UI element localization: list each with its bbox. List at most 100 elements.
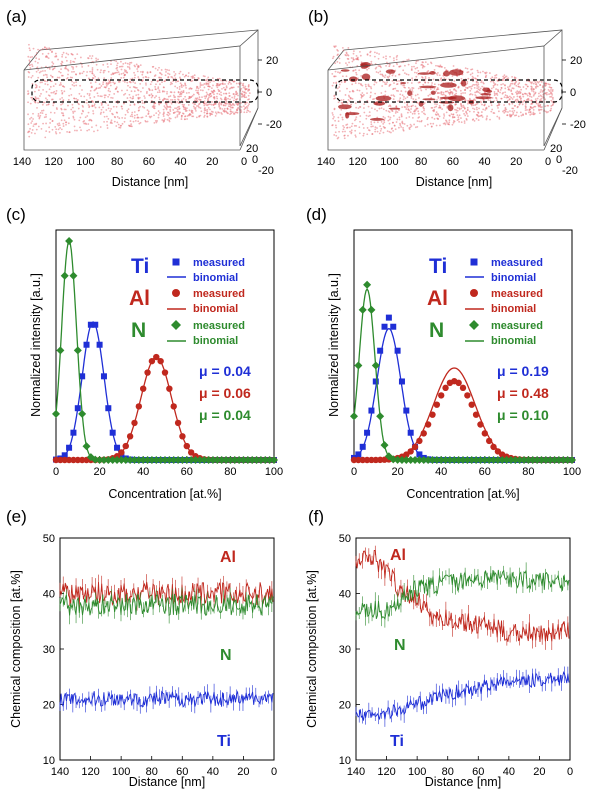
cloud-point (420, 64, 423, 66)
cloud-point (116, 69, 119, 72)
cloud-point (212, 103, 215, 106)
cloud-point (235, 91, 237, 94)
cloud-point (411, 90, 414, 93)
cloud-point (464, 92, 466, 94)
cloud-point (333, 116, 335, 118)
measured-point-n (528, 456, 537, 464)
cloud-point (496, 92, 498, 95)
cloud-point (364, 83, 367, 86)
cloud-point (417, 112, 420, 115)
cloud-point (217, 88, 220, 91)
cloud-point (164, 102, 167, 105)
cloud-point (137, 76, 140, 78)
cloud-point (390, 94, 393, 97)
cloud-point (205, 104, 208, 106)
cloud-point (409, 123, 412, 126)
cloud-point (466, 106, 469, 109)
x-axis-label: Distance [nm] (416, 175, 492, 189)
cloud-point (516, 98, 519, 101)
cloud-point (228, 92, 231, 95)
cloud-point (189, 87, 192, 89)
cloud-point (402, 127, 404, 129)
cloud-point (450, 90, 453, 93)
measured-point-ti (416, 451, 423, 458)
cloud-point (437, 95, 440, 98)
cloud-point (97, 94, 100, 97)
cloud-point (452, 120, 455, 122)
cloud-point (107, 83, 109, 86)
cloud-point (515, 114, 518, 117)
measured-point-n (248, 456, 257, 464)
cloud-point (406, 59, 409, 61)
cloud-point (115, 111, 118, 114)
cloud-point (485, 74, 488, 77)
cloud-point (51, 61, 54, 64)
cloud-point (331, 84, 334, 87)
cloud-point (494, 74, 497, 77)
cloud-point (127, 108, 130, 111)
cloud-point (511, 82, 514, 85)
cloud-point (367, 83, 370, 86)
cloud-point (345, 52, 348, 55)
cluster-blob (349, 76, 358, 83)
cloud-point (178, 85, 181, 88)
cloud-point (28, 43, 30, 46)
cloud-point (69, 76, 72, 79)
cloud-point (72, 110, 74, 113)
cloud-point (456, 114, 459, 117)
cloud-point (46, 80, 49, 83)
cloud-point (403, 86, 406, 89)
cloud-point (431, 116, 434, 119)
x-tick-label: 100 (563, 466, 581, 478)
cloud-point (68, 131, 71, 134)
cloud-point (464, 114, 467, 117)
cloud-point (386, 130, 389, 133)
cloud-point (88, 93, 91, 95)
cloud-point (524, 112, 527, 115)
cloud-point (104, 94, 107, 97)
cloud-point (402, 129, 405, 132)
measured-point-n (191, 456, 200, 464)
cloud-point (28, 47, 31, 50)
cloud-point (84, 116, 87, 119)
cloud-point (513, 96, 515, 98)
cloud-point (373, 83, 376, 86)
cloud-point (131, 125, 133, 128)
cloud-point (154, 74, 157, 77)
cloud-point (155, 112, 158, 115)
cloud-point (509, 84, 512, 87)
cloud-point (379, 125, 382, 128)
cloud-point (166, 92, 168, 95)
x-tick-label: 60 (181, 466, 193, 478)
cloud-point (123, 120, 126, 123)
cloud-point (473, 119, 476, 122)
panel-label-e: (e) (6, 507, 27, 526)
cloud-point (105, 83, 108, 85)
cloud-point (416, 66, 419, 69)
cloud-point (163, 90, 166, 93)
cloud-point (480, 111, 483, 113)
measured-point-n (239, 456, 248, 464)
cloud-point (341, 116, 344, 119)
cloud-point (104, 86, 107, 89)
cloud-point (345, 75, 348, 78)
cloud-point (196, 97, 199, 99)
cloud-point (27, 101, 29, 104)
cloud-point (184, 115, 186, 118)
cloud-point (205, 102, 208, 104)
cloud-point (212, 84, 214, 87)
cloud-point (396, 63, 398, 66)
x-tick-label: 100 (380, 156, 398, 168)
cloud-point (190, 80, 193, 83)
measured-point-al (464, 392, 471, 399)
cloud-point (162, 121, 165, 123)
cloud-point (361, 95, 364, 98)
cloud-point (162, 86, 165, 89)
cloud-point (503, 77, 506, 80)
measured-point-n (174, 456, 183, 464)
cloud-point (362, 123, 364, 126)
cloud-point (50, 80, 53, 83)
cloud-point (451, 123, 454, 126)
cloud-point (477, 86, 480, 88)
cloud-point (392, 87, 395, 90)
